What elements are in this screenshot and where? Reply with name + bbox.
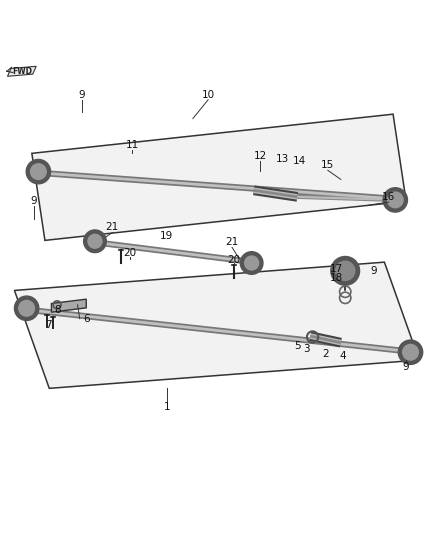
Text: 9: 9 — [403, 361, 410, 372]
Text: 7: 7 — [45, 320, 52, 330]
Polygon shape — [14, 262, 419, 389]
Circle shape — [331, 256, 360, 285]
Text: 6: 6 — [83, 314, 89, 324]
Circle shape — [383, 188, 407, 212]
Circle shape — [19, 301, 35, 316]
Circle shape — [26, 159, 50, 184]
Text: 10: 10 — [201, 90, 215, 100]
Text: 2: 2 — [322, 349, 329, 359]
Circle shape — [88, 235, 102, 248]
Text: 19: 19 — [160, 231, 173, 241]
Polygon shape — [32, 114, 406, 240]
Text: FWD: FWD — [12, 67, 32, 76]
Text: 3: 3 — [303, 344, 309, 354]
Text: 16: 16 — [382, 192, 396, 202]
Text: 4: 4 — [340, 351, 346, 361]
Circle shape — [336, 261, 355, 280]
Text: 13: 13 — [276, 154, 289, 164]
Circle shape — [84, 230, 106, 253]
Circle shape — [403, 344, 418, 360]
Text: 17: 17 — [330, 264, 343, 273]
Polygon shape — [7, 66, 36, 76]
Text: 1: 1 — [163, 402, 170, 411]
Circle shape — [14, 296, 39, 320]
Text: 8: 8 — [55, 305, 61, 315]
Text: 18: 18 — [330, 273, 343, 283]
Text: 12: 12 — [254, 150, 267, 160]
Text: 9: 9 — [31, 196, 37, 206]
Circle shape — [388, 192, 403, 208]
Text: 21: 21 — [106, 222, 119, 232]
Text: 20: 20 — [228, 255, 241, 265]
Circle shape — [31, 164, 46, 180]
Polygon shape — [51, 299, 86, 312]
Text: 21: 21 — [226, 237, 239, 247]
Text: 9: 9 — [370, 266, 377, 276]
Text: 9: 9 — [78, 90, 85, 100]
Text: 5: 5 — [294, 341, 300, 351]
Circle shape — [240, 252, 263, 274]
Circle shape — [245, 256, 258, 270]
Text: 14: 14 — [293, 156, 306, 166]
Circle shape — [398, 340, 423, 365]
Text: 20: 20 — [123, 248, 136, 259]
Text: 11: 11 — [125, 140, 138, 150]
Text: 15: 15 — [321, 160, 335, 170]
